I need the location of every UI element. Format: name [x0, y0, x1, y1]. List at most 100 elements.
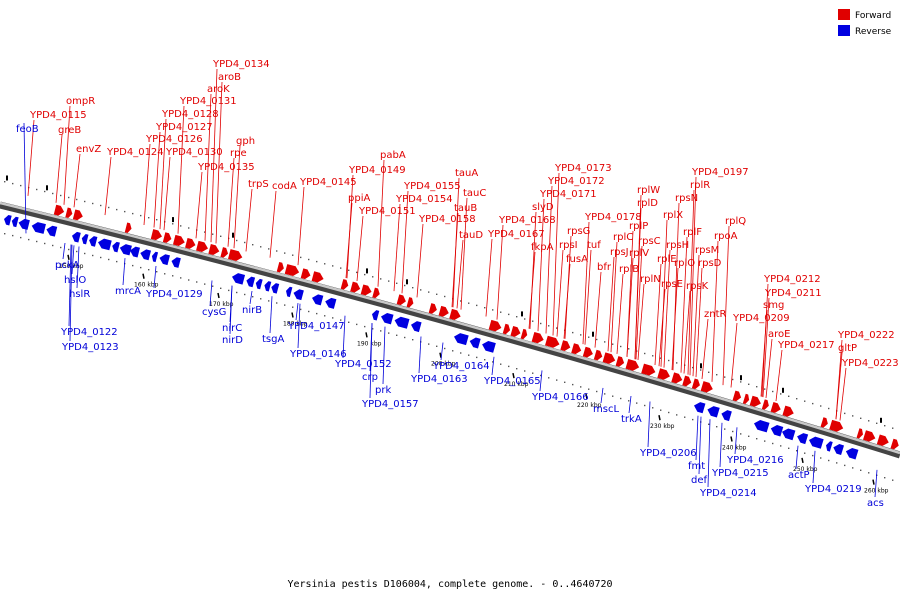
track-dot: [268, 300, 270, 302]
forward-gene-label: envZ: [76, 144, 101, 155]
track-dot: [260, 298, 262, 300]
track-dot: [404, 284, 406, 287]
scale-tick-mark: [801, 457, 804, 464]
track-dot: [188, 227, 190, 229]
track-dot: [884, 425, 886, 427]
forward-gene-label: rplD: [637, 198, 658, 209]
track-dot: [732, 378, 734, 381]
reverse-gene-arrow: [98, 238, 112, 251]
forward-leader-line: [701, 318, 709, 379]
track-dot: [380, 278, 382, 280]
forward-gene-label: rpsC: [638, 236, 661, 247]
forward-gene-label: YPD4_0167: [487, 229, 545, 240]
track-dot: [700, 369, 702, 371]
track-dot: [492, 361, 494, 363]
forward-leader-line: [610, 241, 618, 353]
track-dot: [212, 285, 214, 287]
track-dot: [820, 457, 822, 459]
track-dot: [20, 184, 22, 187]
forward-leader-line: [528, 251, 536, 329]
forward-gene-label: YPD4_0151: [358, 206, 416, 217]
reverse-gene-arrow: [754, 420, 770, 433]
track-dot: [284, 252, 286, 254]
reverse-gene-arrow: [293, 289, 304, 301]
reverse-gene-arrow: [826, 441, 833, 452]
forward-gene-label: rpsK: [686, 281, 709, 292]
track-dot: [540, 374, 542, 377]
track-dot: [580, 386, 582, 388]
backbone-dots: [4, 181, 894, 481]
forward-gene-label: slyD: [532, 202, 554, 213]
reverse-gene-label: def: [691, 475, 708, 486]
forward-leader-line: [485, 238, 493, 317]
track-dot: [764, 440, 766, 442]
forward-gene-arrow: [700, 381, 713, 393]
reverse-gene-arrow: [809, 436, 824, 449]
label-leaders: [23, 68, 878, 498]
reverse-gene-arrow: [271, 283, 280, 294]
reverse-gene-label: trkA: [621, 414, 642, 425]
forward-gene-label: rpsG: [567, 226, 590, 237]
track-dot: [604, 341, 606, 343]
track-dot: [804, 452, 806, 454]
forward-gene-arrow: [284, 264, 300, 276]
reverse-gene-arrow: [11, 216, 19, 228]
forward-gene-arrow: [72, 209, 83, 221]
forward-leader-line: [687, 189, 695, 375]
forward-gene-arrow: [770, 402, 781, 413]
reverse-gene-arrow: [159, 254, 170, 266]
scale-tick-mark: [365, 332, 368, 338]
scale-tick-label: 170 kbp: [209, 301, 234, 308]
track-dot: [868, 420, 870, 422]
reverse-gene-label: YPD4_0216: [726, 455, 784, 466]
track-dot: [388, 332, 390, 334]
forward-leader-line: [760, 309, 768, 397]
track-dot: [44, 242, 46, 245]
reverse-gene-arrow: [31, 222, 46, 234]
forward-leader-line: [55, 134, 63, 203]
forward-leader-line: [563, 263, 571, 339]
forward-gene-label: pabA: [380, 150, 406, 161]
track-dot: [412, 287, 414, 289]
reverse-gene-arrow: [381, 312, 394, 325]
reverse-gene-label: tsgA: [262, 334, 284, 345]
track-dot: [628, 400, 630, 402]
track-dot: [324, 263, 326, 265]
track-dot: [524, 318, 526, 320]
track-dot: [620, 397, 622, 400]
forward-gene-label: rplW: [637, 185, 660, 196]
forward-gene-label: greB: [58, 125, 81, 136]
track-dot: [108, 258, 110, 261]
forward-gene-label: rpe: [230, 148, 247, 159]
legend-reverse-label: Reverse: [855, 27, 892, 37]
forward-gene-label: YPD4_0223: [841, 358, 899, 369]
forward-leader-line: [616, 273, 624, 354]
scale-tick-label: 230 kbp: [650, 423, 675, 430]
forward-leader-line: [529, 211, 537, 330]
forward-leader-line: [730, 322, 738, 388]
forward-gene-label: rpsN: [675, 193, 698, 204]
track-dot: [172, 275, 174, 277]
forward-gene-label: aroB: [218, 72, 241, 83]
track-marker: [6, 175, 8, 181]
forward-gene-label: rplX: [663, 210, 683, 221]
track-dot: [804, 400, 806, 402]
forward-gene-label: YPD4_0155: [403, 181, 461, 192]
forward-gene-label: YPD4_0212: [763, 274, 821, 285]
track-dot: [276, 302, 278, 304]
track-dot: [180, 225, 182, 227]
track-dot: [236, 291, 238, 294]
forward-gene-arrow: [820, 417, 828, 428]
forward-gene-label: YPD4_0124: [106, 147, 164, 158]
forward-leader-line: [297, 186, 305, 266]
reverse-gene-arrow: [312, 294, 324, 306]
reverse-leader-line: [62, 242, 66, 260]
forward-gene-arrow: [782, 405, 794, 417]
forward-gene-arrow: [615, 356, 625, 367]
forward-gene-label: YPD4_0168: [498, 215, 556, 226]
forward-gene-label: YPD4_0126: [145, 134, 203, 145]
forward-gene-label: smg: [763, 300, 784, 311]
forward-gene-label: rpoA: [714, 231, 738, 242]
track-dot: [140, 214, 142, 217]
